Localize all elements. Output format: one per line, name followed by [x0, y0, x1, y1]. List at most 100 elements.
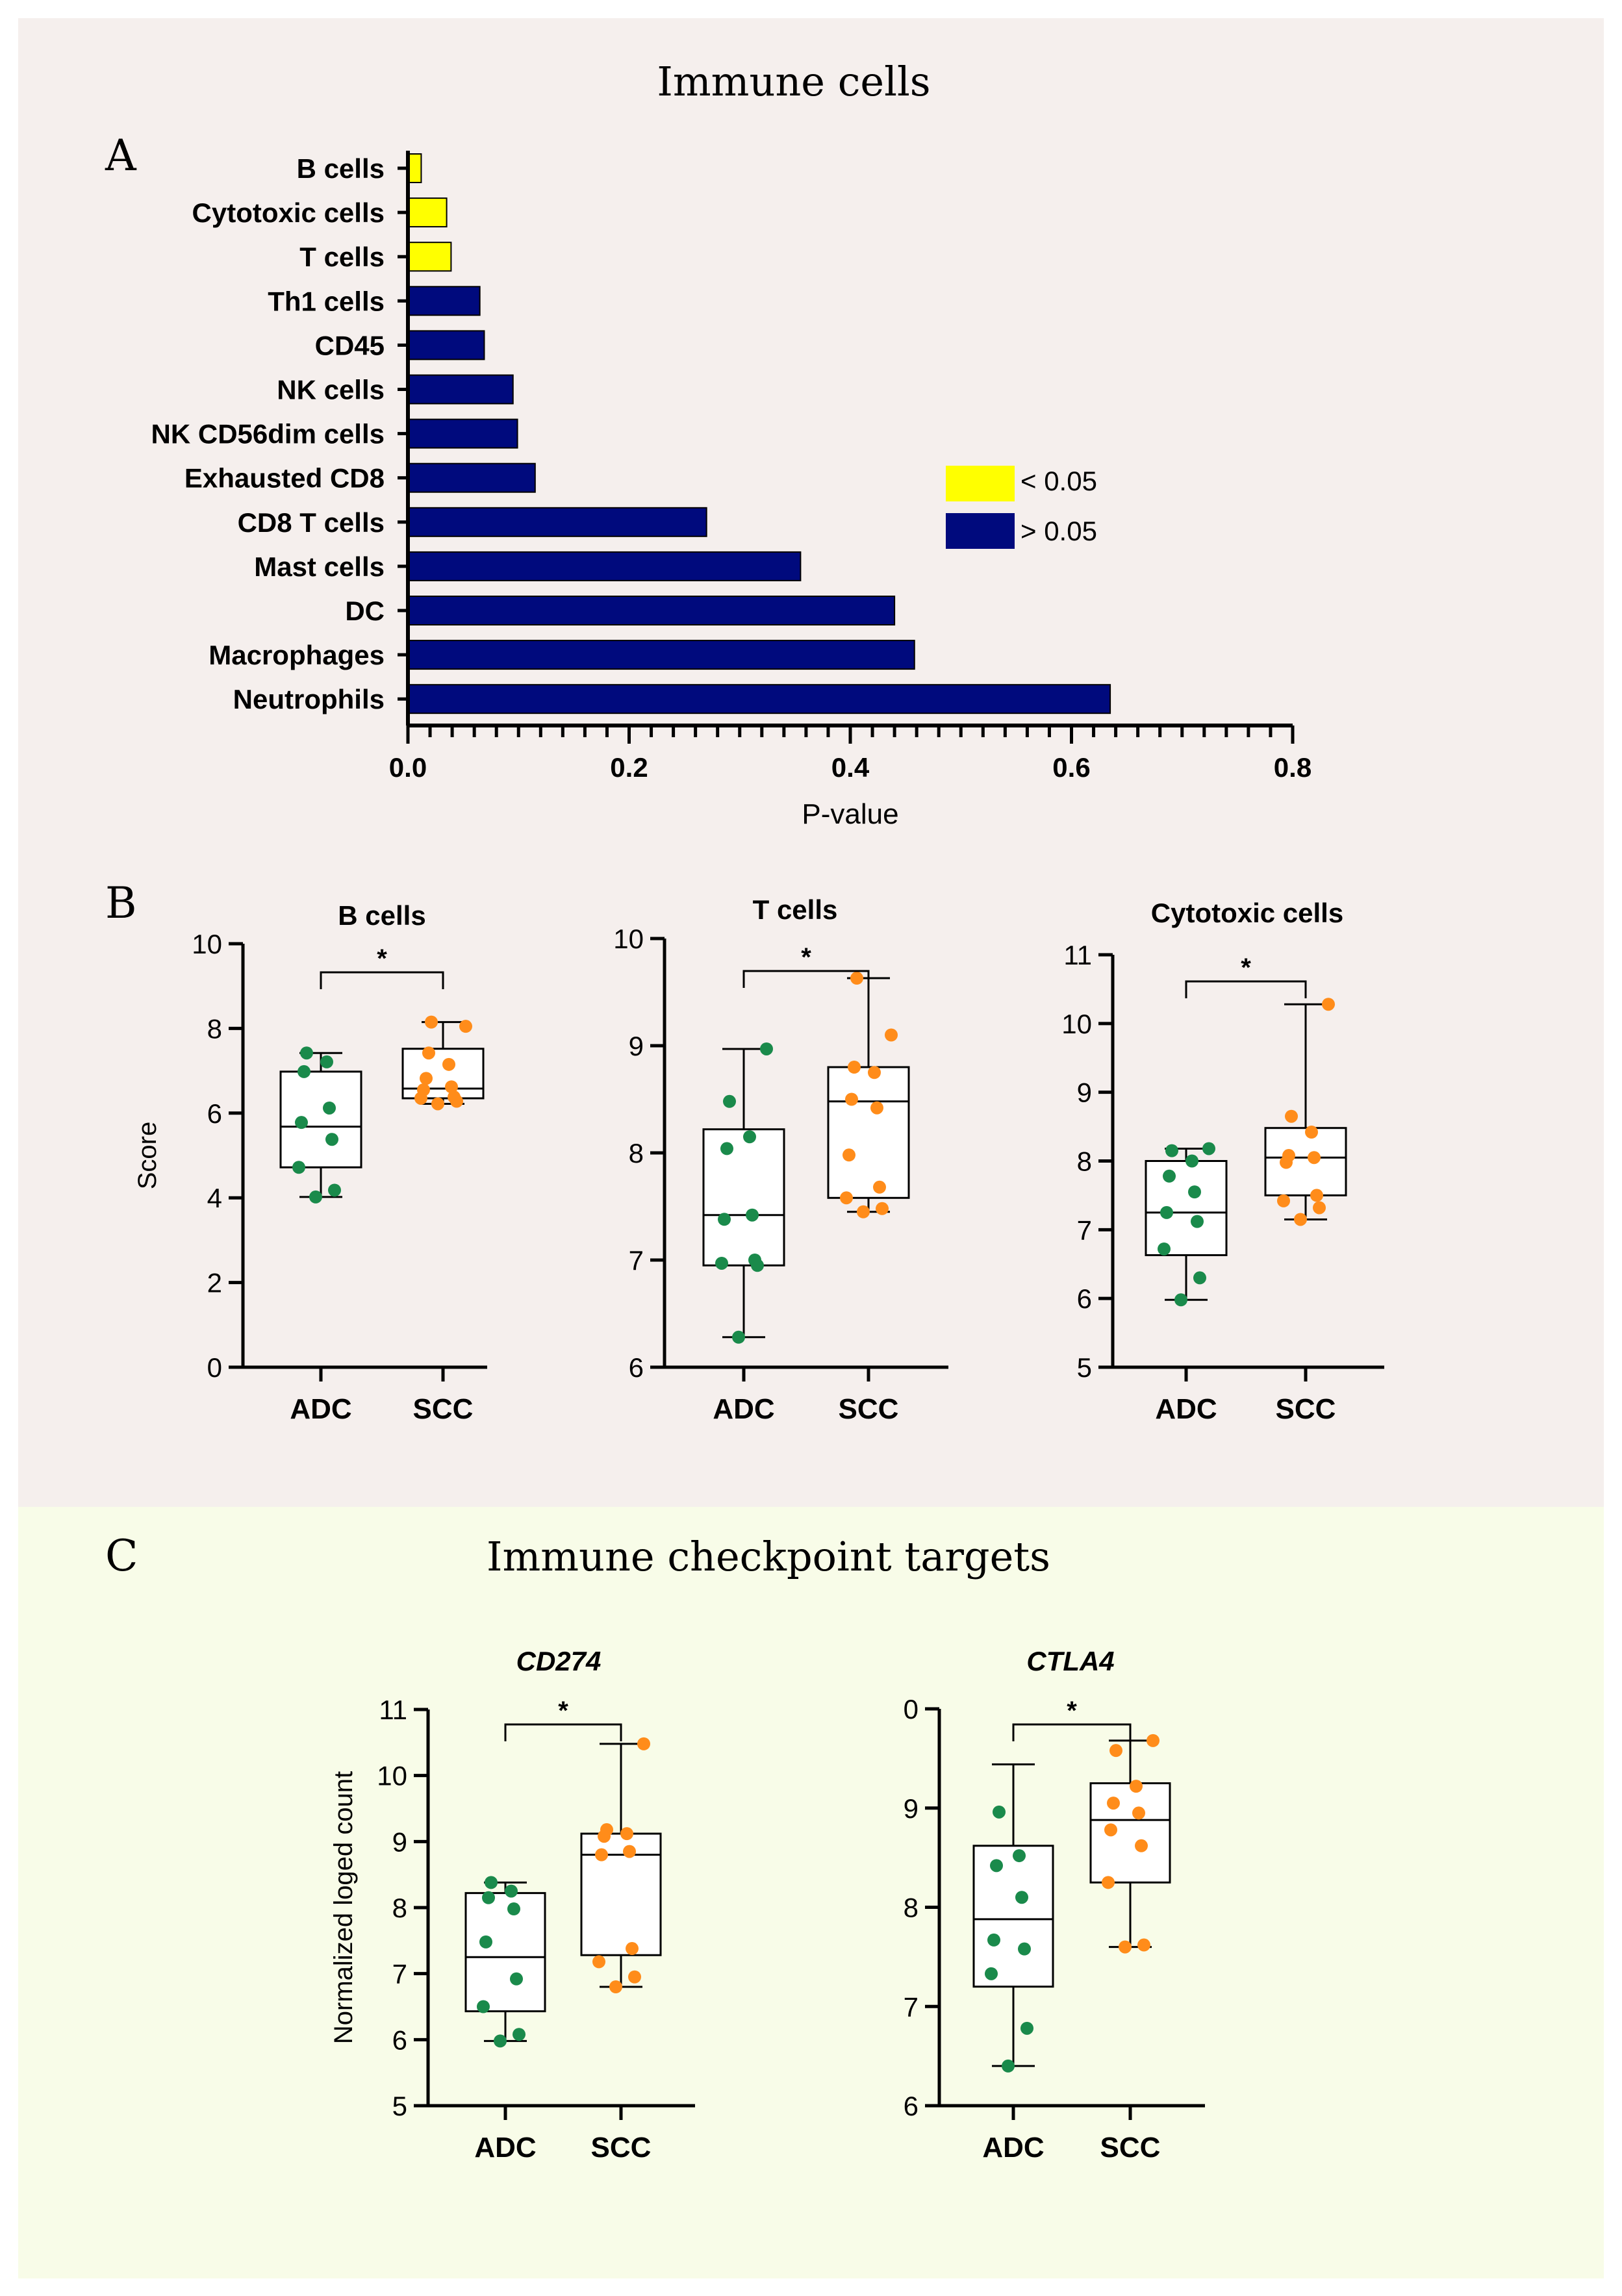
- data-point-adc: [1015, 1891, 1028, 1904]
- data-point-adc: [320, 1055, 333, 1068]
- y-tick-label: 8: [392, 1893, 407, 1923]
- significance-bracket: [1012, 1723, 1132, 1741]
- data-point-adc: [1002, 2059, 1015, 2073]
- iqr-box-scc: [401, 1048, 485, 1100]
- data-point-scc: [1294, 1213, 1307, 1226]
- plot-title: CTLA4: [1026, 1646, 1114, 1676]
- data-point-adc: [1020, 2021, 1033, 2035]
- group-label-adc: ADC: [290, 1393, 351, 1425]
- data-point-adc: [325, 1133, 338, 1146]
- data-point-scc: [445, 1080, 458, 1094]
- data-point-scc: [448, 1091, 461, 1104]
- group-label-scc: SCC: [1276, 1393, 1336, 1425]
- y-tick-label: 11: [1063, 940, 1092, 970]
- data-point-scc: [1277, 1194, 1290, 1207]
- data-point-scc: [848, 1061, 861, 1074]
- iqr-box-scc: [1089, 1782, 1171, 1884]
- legend-swatch-not-significant: [946, 513, 1015, 549]
- significance-star: *: [377, 944, 387, 973]
- data-point-adc: [1191, 1215, 1204, 1228]
- data-point-adc: [732, 1330, 745, 1344]
- data-point-scc: [850, 972, 863, 985]
- cd274-boxplot: CD274 5 6 7 8 9 10 11 Normalized loged count ADC S…: [329, 1646, 695, 2164]
- data-point-scc: [1282, 1149, 1295, 1163]
- y-tick-label: 9: [1077, 1078, 1092, 1108]
- plot-title: Cytotoxic cells: [1151, 898, 1343, 928]
- data-point-adc: [743, 1130, 756, 1144]
- bar-cd45: [407, 330, 485, 360]
- data-point-scc: [442, 1057, 455, 1071]
- y-tick-label: 6: [392, 2025, 407, 2055]
- panel-a-letter: A: [105, 131, 137, 181]
- data-point-scc: [870, 1101, 883, 1115]
- data-point-scc: [637, 1737, 650, 1750]
- data-point-scc: [420, 1072, 433, 1085]
- pvalue-bar-chart: B cells Cytotoxic cells T cells Th1 cells CD…: [151, 151, 1312, 830]
- y-tick-label: 5: [392, 2091, 407, 2121]
- data-point-adc: [482, 1891, 495, 1904]
- data-point-scc: [876, 1202, 889, 1215]
- data-point-scc: [1308, 1151, 1321, 1165]
- legend-label-significant: < 0.05: [1020, 466, 1097, 496]
- y-tick-label: 6: [629, 1352, 644, 1383]
- data-point-scc: [843, 1148, 855, 1162]
- data-point-adc: [295, 1116, 308, 1129]
- data-point-scc: [1119, 1940, 1132, 1954]
- bar-dc: [407, 596, 896, 625]
- data-point-scc: [1130, 1780, 1143, 1793]
- bar-nk-cd56dim-cells: [407, 418, 518, 449]
- ctla4-boxplot: CTLA4 6 7 8 9 0 ADC SCC *: [904, 1646, 1205, 2164]
- data-point-adc: [746, 1208, 759, 1222]
- y-tick-label: 10: [192, 929, 222, 959]
- y-tick-label: 2: [207, 1268, 222, 1298]
- bar-b-cells: [407, 153, 422, 183]
- data-point-adc: [985, 1967, 998, 1980]
- y-tick-label: 7: [904, 1991, 919, 2022]
- data-point-adc: [477, 2000, 490, 2013]
- panel-a-title: Immune cells: [657, 58, 930, 105]
- data-point-scc: [1102, 1876, 1115, 1889]
- data-point-scc: [1135, 1839, 1148, 1852]
- x-axis-title: P-value: [802, 798, 898, 830]
- significance-legend: < 0.05 > 0.05: [946, 466, 1097, 549]
- legend-label-not-significant: > 0.05: [1020, 516, 1097, 546]
- data-point-scc: [620, 1827, 633, 1841]
- y-tick-label: 4: [207, 1183, 222, 1213]
- data-point-adc: [1185, 1154, 1198, 1168]
- y-tick-label: 11: [379, 1695, 407, 1725]
- data-point-adc: [1160, 1205, 1173, 1219]
- y-tick-label: 7: [392, 1959, 407, 1989]
- bar-t-cells: [407, 242, 452, 272]
- data-point-adc: [292, 1161, 305, 1174]
- y-axis-title: Normalized loged count: [329, 1771, 358, 2044]
- group-label-adc: ADC: [982, 2132, 1044, 2164]
- category-label: T cells: [299, 242, 385, 272]
- category-label: B cells: [297, 153, 385, 184]
- y-tick-label: 0: [207, 1352, 222, 1383]
- y-tick-label: 5: [1077, 1352, 1092, 1383]
- y-tick-label: 8: [629, 1138, 644, 1168]
- data-point-scc: [840, 1191, 853, 1205]
- group-label-adc: ADC: [474, 2132, 536, 2164]
- data-point-scc: [1305, 1126, 1318, 1139]
- category-label: Th1 cells: [268, 286, 385, 316]
- data-point-scc: [595, 1848, 608, 1861]
- data-point-adc: [1202, 1142, 1215, 1155]
- y-tick-label: 7: [629, 1245, 644, 1276]
- bar-mast-cells: [407, 551, 802, 581]
- data-point-scc: [885, 1028, 898, 1042]
- y-tick-label: 8: [904, 1893, 919, 1923]
- x-tick-label: 0.4: [831, 752, 870, 783]
- data-point-scc: [845, 1092, 858, 1106]
- data-point-scc: [873, 1180, 886, 1194]
- data-point-scc: [1147, 1734, 1159, 1747]
- data-point-adc: [505, 1884, 518, 1898]
- y-tick-label: 9: [392, 1826, 407, 1857]
- bcells-boxplot: B cells 0 2 4 6 8 10 Score ADC SCC *: [133, 900, 487, 1425]
- data-point-adc: [715, 1256, 728, 1270]
- category-label: CD45: [315, 330, 385, 360]
- category-label: Macrophages: [209, 640, 385, 670]
- group-label-scc: SCC: [1100, 2132, 1161, 2164]
- iqr-box-scc: [827, 1066, 910, 1199]
- data-point-adc: [309, 1190, 322, 1204]
